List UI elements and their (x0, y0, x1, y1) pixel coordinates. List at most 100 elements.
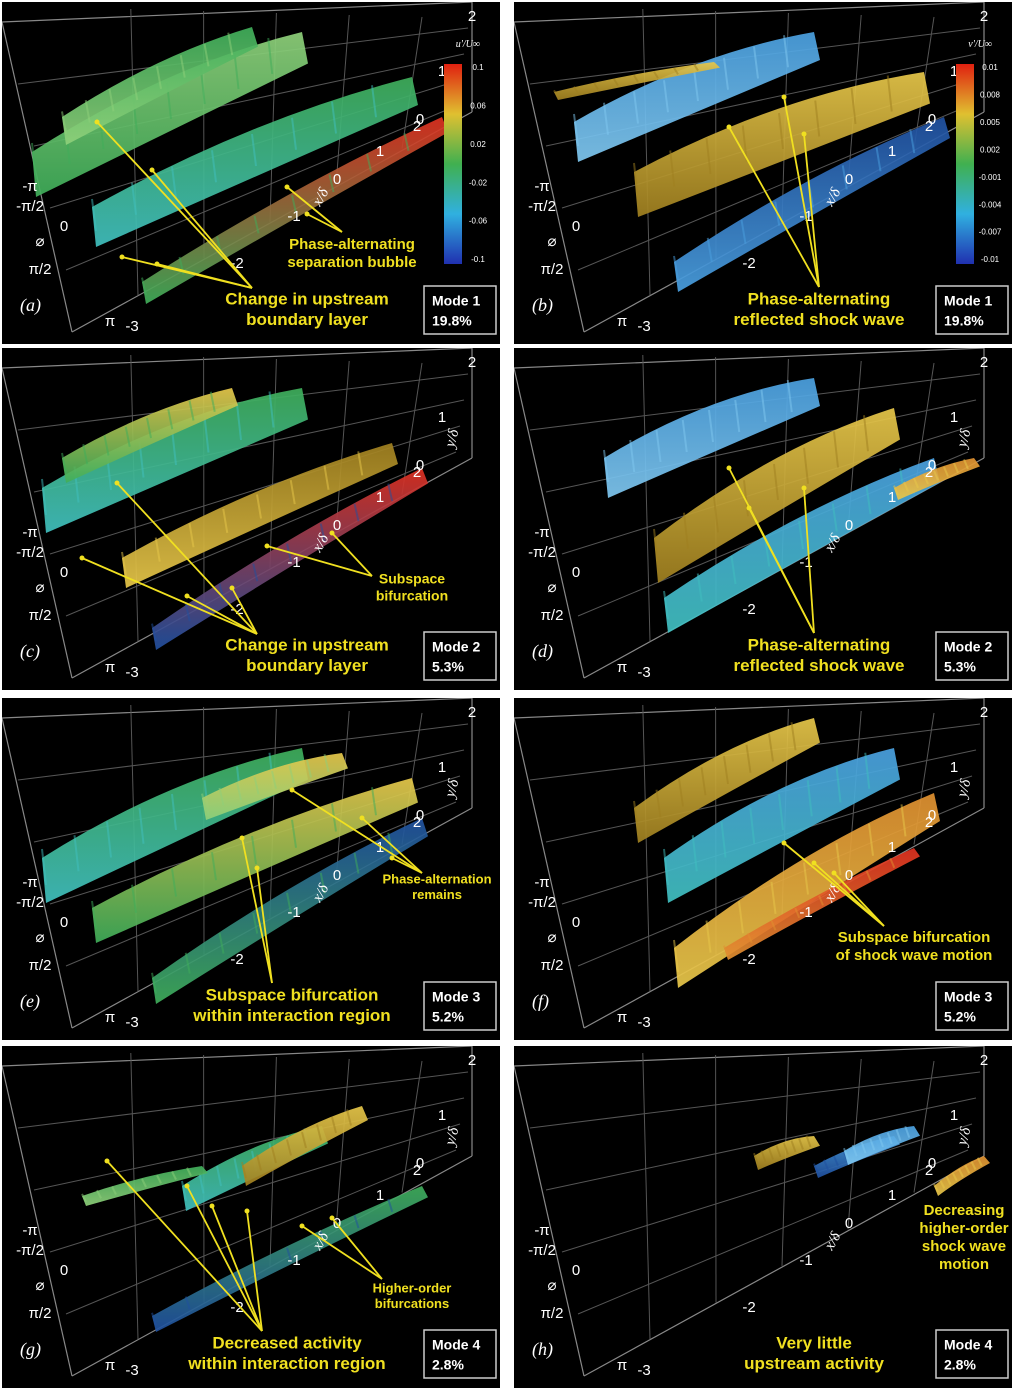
x-tick-label: 0 (333, 171, 341, 188)
mode-label: Mode 2 (944, 639, 992, 655)
y-tick-label: 0 (416, 111, 424, 128)
y-axis-label: y/δ (442, 427, 463, 451)
x-tick-label: -3 (637, 1362, 650, 1379)
surface-streak (209, 391, 216, 412)
surface-streak (233, 1158, 240, 1179)
surface-streak (760, 389, 767, 423)
surface-streak (798, 520, 804, 550)
surface-streak (291, 194, 297, 213)
surface-streak (156, 66, 162, 89)
surface-streak (655, 789, 662, 818)
arrow (211, 1205, 263, 1332)
surface-streak (131, 884, 137, 913)
surface-streak (319, 523, 326, 542)
surface-streak (124, 426, 131, 447)
surface-streak (252, 912, 259, 934)
surface-streak (738, 901, 744, 934)
surface-streak (865, 485, 872, 515)
phi-tick-label: 0 (60, 218, 68, 235)
surface-streak (387, 483, 394, 502)
arrow-head (184, 1183, 190, 1189)
grid-line (335, 360, 350, 532)
grid-line (1, 1065, 73, 1377)
surface-streak (121, 551, 127, 577)
surface-streak (132, 77, 139, 101)
surface-streak (945, 1176, 952, 1185)
x-tick-label: 2 (413, 1162, 421, 1179)
surface-streak (201, 793, 207, 812)
surface-streak (790, 722, 797, 751)
surface-streak (593, 82, 599, 90)
x-tick-label: 1 (888, 143, 896, 160)
x-tick-label: -2 (230, 1299, 243, 1316)
phi-axis-label: ⌀ (547, 233, 556, 250)
arrow (748, 507, 815, 634)
surface-streak (970, 1161, 977, 1170)
grid-line (49, 1123, 461, 1253)
annotation: Change in upstream (225, 635, 388, 654)
arrow-head (244, 1208, 250, 1214)
panel: 2 1 0 y/δ -3 -2 -1 0 1 2 x/δ -π -π/2 0 π/2 π ⌀ (c) Subspac… (1, 347, 500, 690)
colorbar-tick: -0.06 (469, 217, 488, 226)
surface-streak (256, 494, 262, 519)
surface-streak (823, 1159, 829, 1170)
surface-streak (211, 852, 217, 881)
surface-streak (705, 920, 712, 953)
arrow (241, 837, 273, 984)
grid-line (17, 1071, 469, 1129)
surface-streak (218, 932, 225, 954)
colorbar-tick: 0.06 (470, 102, 486, 111)
y-axis-label: y/δ (954, 777, 975, 801)
surface-streak (146, 417, 152, 439)
arrow-head (304, 211, 310, 217)
surface-streak (241, 1161, 247, 1179)
surface-streak (673, 939, 679, 973)
annotation: Subspace (379, 571, 445, 587)
surface-streak (613, 78, 619, 87)
surface-streak (573, 86, 579, 94)
surface-streak (289, 479, 296, 505)
panel: 2 1 0 y/δ -3 -2 -1 0 1 2 x/δ -π -π/2 0 π/2 π ⌀ (d) Phase-a… (513, 347, 1012, 690)
surface-streak (251, 835, 257, 865)
x-tick-label: -2 (742, 1299, 755, 1316)
arrow-head (801, 131, 807, 137)
x-tick-label: -3 (125, 664, 138, 681)
surface-streak (268, 391, 275, 428)
surface-streak (893, 485, 899, 496)
grid-line (545, 1097, 977, 1191)
surface-streak (236, 782, 242, 801)
arrow (121, 256, 253, 289)
surface-streak (198, 1173, 205, 1194)
x-tick-label: 2 (413, 814, 421, 831)
surface-streak (106, 821, 112, 858)
panel-graphic: 210y/δ-3-2-1012x/δ-π-π/20π/2π⌀(b)v'/U∞0.… (513, 1, 1009, 335)
panel: 2 1 0 y/δ -3 -2 -1 0 1 2 x/δ -π -π/2 0 π/2 π ⌀ (h) Decreas… (513, 1045, 1012, 1388)
colorbar-tick: -0.004 (979, 200, 1002, 209)
surface-streak (814, 100, 821, 137)
annotation: motion (939, 1256, 989, 1273)
phi-tick-label: -π (22, 874, 37, 891)
x-tick-label: 0 (845, 867, 853, 884)
surface-streak (806, 780, 813, 817)
mode-percent: 5.2% (432, 1009, 464, 1025)
x-tick-label: 2 (925, 814, 933, 831)
x-tick-label: -1 (287, 904, 300, 921)
arrow-head (94, 119, 100, 125)
phi-tick-label: -π/2 (16, 894, 44, 911)
y-tick-label: 2 (468, 354, 476, 371)
grid-line (1, 1, 473, 23)
panel-graphic: 210y/δ-3-2-1012x/δ-π-π/20π/2π⌀(a)u'/U∞0.… (1, 1, 497, 335)
y-tick-label: 2 (980, 704, 988, 721)
arrow (803, 133, 820, 288)
mode-label: Mode 3 (432, 989, 480, 1005)
surface-streak (720, 821, 727, 858)
surface-streak (713, 496, 719, 533)
surface-streak (770, 920, 777, 931)
grid-line (269, 708, 277, 918)
colorbar-tick: -0.02 (469, 178, 488, 187)
surface-streak (745, 744, 752, 773)
x-tick-label: -2 (742, 255, 755, 272)
surface-streak (603, 102, 609, 135)
phi-tick-label: 0 (572, 564, 580, 581)
surface-streak (831, 503, 838, 532)
